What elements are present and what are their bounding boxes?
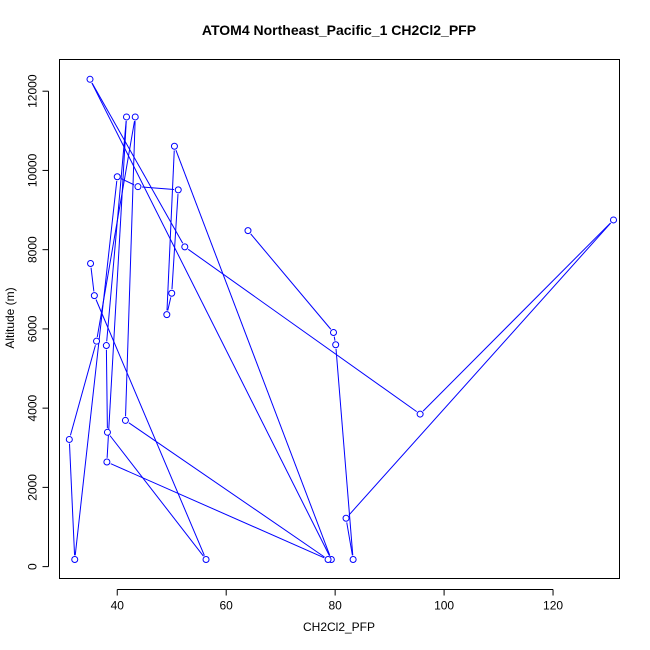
data-point [123, 113, 131, 121]
data-point [86, 75, 94, 83]
x-axis-label: CH2Cl2_PFP [303, 620, 375, 634]
series-segment [68, 443, 76, 556]
series-segment [74, 180, 118, 556]
data-point [324, 555, 332, 563]
data-point [90, 292, 98, 300]
y-axis-label: Altitude (m) [3, 287, 17, 348]
series-segment [171, 194, 179, 290]
data-point [113, 173, 121, 181]
x-tick-label: 100 [434, 599, 454, 613]
data-point [342, 514, 350, 522]
series-segment [187, 248, 417, 413]
chart-title: ATOM4 Northeast_Pacific_1 CH2Cl2_PFP [202, 22, 476, 38]
series-segment [335, 348, 354, 556]
data-point [163, 311, 171, 319]
series-segment [142, 186, 175, 191]
series-segment [106, 121, 127, 458]
data-point [65, 435, 73, 443]
data-point [102, 342, 110, 350]
plot-area-frame [59, 59, 620, 579]
y-tick-label: 12000 [26, 74, 40, 108]
x-tick-label: 60 [220, 599, 234, 613]
y-tick-label: 0 [26, 563, 40, 570]
y-tick-label: 10000 [26, 153, 40, 187]
data-point [181, 243, 189, 251]
data-point [103, 428, 111, 436]
series-segment [167, 297, 172, 311]
data-point [103, 458, 111, 466]
data-point [244, 227, 252, 235]
data-point [174, 186, 182, 194]
series-segment [106, 121, 127, 342]
series-segment [91, 82, 330, 556]
series-segment [91, 82, 184, 244]
y-tick-label: 8000 [26, 236, 40, 263]
data-point [121, 416, 129, 424]
series-segment [96, 121, 135, 338]
data-point [202, 555, 210, 563]
series-segment [348, 222, 612, 516]
series-segment [250, 233, 332, 330]
y-axis: 0 2000 4000 6000 8000 10000 12000 [26, 74, 49, 570]
data-point [349, 555, 357, 563]
data-point [134, 183, 142, 191]
data-series [65, 75, 618, 563]
series-segment [166, 150, 175, 311]
series-segment [105, 349, 108, 429]
data-point [330, 328, 338, 336]
series-segment [333, 336, 336, 341]
series-segment [175, 150, 331, 556]
y-tick-label: 4000 [26, 394, 40, 421]
series-segment [90, 267, 95, 292]
data-point [93, 337, 101, 345]
series-segment [422, 222, 611, 412]
series-segment [125, 121, 136, 417]
data-point [168, 289, 176, 297]
series-segment [95, 299, 205, 556]
y-tick-label: 6000 [26, 315, 40, 342]
x-tick-label: 80 [328, 599, 342, 613]
data-point [71, 555, 79, 563]
series-segment [346, 522, 353, 556]
data-point [610, 216, 618, 224]
x-tick-label: 40 [111, 599, 125, 613]
x-axis: 40 60 80 100 120 [111, 589, 563, 613]
data-point [332, 341, 340, 349]
data-point [87, 260, 95, 268]
y-tick-label: 2000 [26, 474, 40, 501]
x-tick-label: 120 [543, 599, 563, 613]
data-point [131, 113, 139, 121]
series-segment [110, 463, 325, 559]
series-segment [69, 345, 96, 436]
series-segment [109, 435, 204, 557]
data-point [170, 142, 178, 150]
series-segment [128, 422, 325, 558]
data-point [416, 410, 424, 418]
